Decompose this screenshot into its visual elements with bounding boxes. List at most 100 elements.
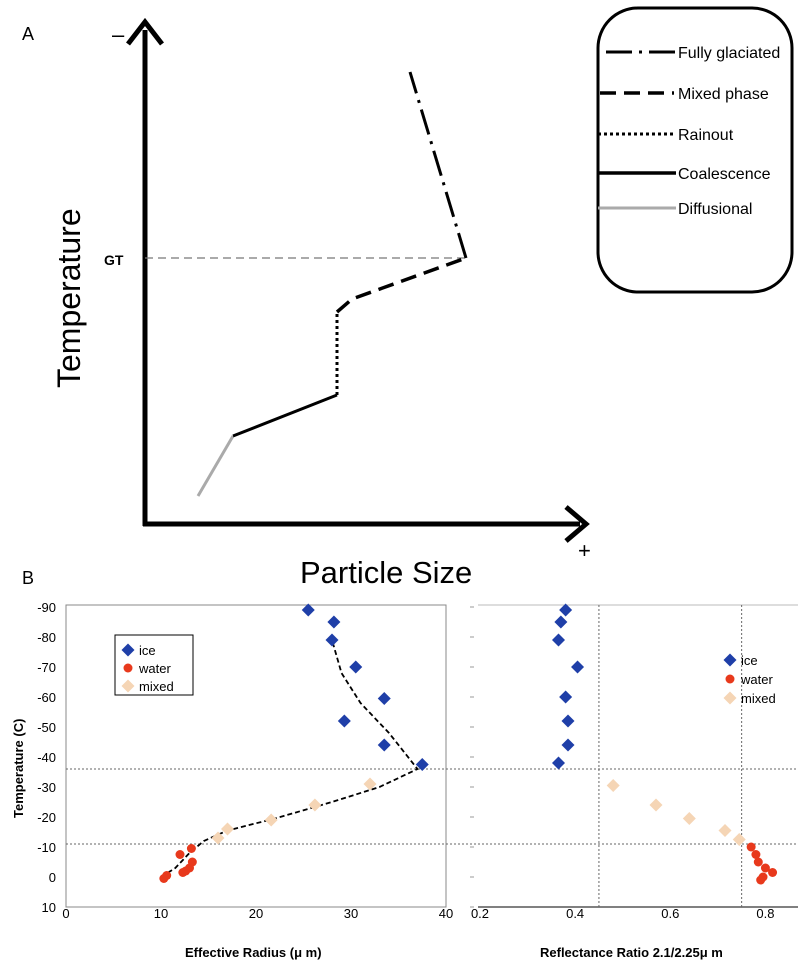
temperature-minus-sign: – [112,22,125,47]
reflectance-legend-ice-point-0 [723,653,737,667]
reflectance-water-point-0 [746,842,756,852]
reflectance-reference-lines [598,605,743,907]
temperature-axis-label: Temperature [51,208,87,388]
temperature-tick-7: -20 [37,810,56,825]
radius-legend-ice-label: ice [139,643,156,658]
reflectance-tick-labels: 0.2 0.4 0.6 0.8 [471,906,775,921]
reflectance-y-tick-marks [470,606,474,908]
radius-mixed-point-2 [264,813,278,827]
temperature-tick-6: -30 [37,780,56,795]
reflectance-water-point-6 [756,875,766,885]
effective-radius-fit-curve [160,639,419,878]
effective-radius-tick-labels: 0 10 20 30 40 [62,906,453,921]
temperature-tick-8: -10 [37,840,56,855]
reflectance-legend-water-label: water [740,672,773,687]
legend-mixed-phase: Mixed phase [600,86,769,103]
legend-mixed-phase-label: Mixed phase [678,86,769,103]
reflectance-water-point-4 [768,868,778,877]
temperature-tick-4: -50 [37,720,56,735]
legend-coalescence-label: Coalescence [678,166,771,183]
diffusional-segment [196,435,235,497]
radius-mixed-point-0 [221,822,234,836]
mixed-phase-segment [335,256,467,314]
effective-radius-tick-0: 0 [62,906,69,921]
reflectance-ice-point-5 [561,714,575,728]
effective-radius-tick-2: 20 [249,906,263,921]
radius-legend-water-point-0 [123,663,133,673]
reflectance-ice-point-7 [551,756,565,770]
legend-fully-glaciated: Fully glaciated [606,45,780,62]
radius-water-point-0 [175,850,185,859]
temperature-tick-3: -60 [37,690,56,705]
reflectance-legend-ice-label: ice [741,653,758,668]
radius-legend-water-label: water [138,661,171,676]
reflectance-legend-water-point-0 [725,674,735,684]
legend-fully-glaciated-label: Fully glaciated [678,45,780,62]
temperature-tick-2: -70 [37,660,56,675]
radius-ice-point-3 [349,660,363,674]
radius-ice-point-1 [327,615,341,629]
reflectance-mixed-point-4 [732,833,746,846]
legend-rainout-label: Rainout [678,127,734,144]
reflectance-tick-3: 0.8 [756,906,774,921]
coalescence-segment [232,393,338,438]
radius-legend-ice-point-0 [121,643,135,657]
radius-water-point-5 [178,868,188,877]
reflectance-ice-point-0 [559,603,573,617]
temperature-tick-9: 0 [49,870,56,885]
effective-radius-legend: ice water mixed [114,634,194,696]
panel-a-legend [596,6,794,294]
reflectance-water-point-3 [760,863,770,873]
legend-rainout: Rainout [598,127,734,144]
reflectance-mixed-point-1 [649,798,663,812]
reflectance-ice-point-4 [559,690,573,704]
reflectance-mixed-point-3 [718,824,732,837]
legend-coalescence: Coalescence [598,166,771,183]
radius-mixed-point-1 [211,831,225,845]
effective-radius-reference-lines [66,768,798,845]
particle-size-axis-label: Particle Size [300,555,472,590]
radius-ice-point-6 [377,738,391,752]
reflectance-ice-point-3 [571,660,585,674]
radius-mixed-point-3 [308,798,322,812]
radius-ice-point-5 [337,714,351,728]
radius-ice-point-4 [377,692,391,705]
reflectance-tick-1: 0.4 [566,906,584,921]
temperature-tick-0: -90 [37,600,56,615]
legend-diffusional: Diffusional [598,201,752,218]
panel-b-label: B [22,568,34,588]
radius-ice-point-7 [415,758,429,771]
effective-radius-axis-label: Effective Radius (μ m) [185,945,322,960]
reflectance-points [551,603,778,885]
reflectance-tick-0: 0.2 [471,906,489,921]
temperature-tick-1: -80 [37,630,56,645]
radius-legend-mixed-point-0 [121,679,135,693]
radius-ice-point-0 [301,603,315,617]
reflectance-legend: ice water mixed [723,653,776,706]
reflectance-ice-point-1 [554,615,568,629]
reflectance-legend-mixed-point-0 [723,691,737,705]
gt-label: GT [104,252,124,268]
legend-diffusional-label: Diffusional [678,201,752,218]
reflectance-legend-mixed-label: mixed [741,691,776,706]
effective-radius-tick-4: 40 [439,906,453,921]
radius-legend-mixed-label: mixed [139,679,174,694]
panel-a-label: A [22,24,34,44]
reflectance-water-point-1 [751,850,761,859]
reflectance-ratio-axis-label: Reflectance Ratio 2.1/2.25μ m [540,945,723,960]
effective-radius-tick-1: 10 [154,906,168,921]
effective-radius-tick-3: 30 [344,906,358,921]
radius-water-point-1 [186,844,196,853]
reflectance-mixed-point-0 [606,779,620,792]
effective-radius-chart: -90 -80 -70 -60 -50 -40 -30 -20 -10 0 10 0 10 20 30 40… [11,600,798,960]
temperature-tick-labels: -90 -80 -70 -60 -50 -40 -30 -20 -10 0 10 [37,600,56,915]
reflectance-ice-point-2 [551,633,565,647]
reflectance-tick-2: 0.6 [661,906,679,921]
reflectance-mixed-point-2 [682,812,696,825]
reflectance-water-point-2 [753,857,763,867]
panel-a-x-arrow [564,505,590,543]
reflectance-ice-point-6 [561,738,575,752]
fully-glaciated-segment [408,71,468,259]
radius-water-point-7 [159,874,169,883]
effective-radius-points [159,603,429,883]
